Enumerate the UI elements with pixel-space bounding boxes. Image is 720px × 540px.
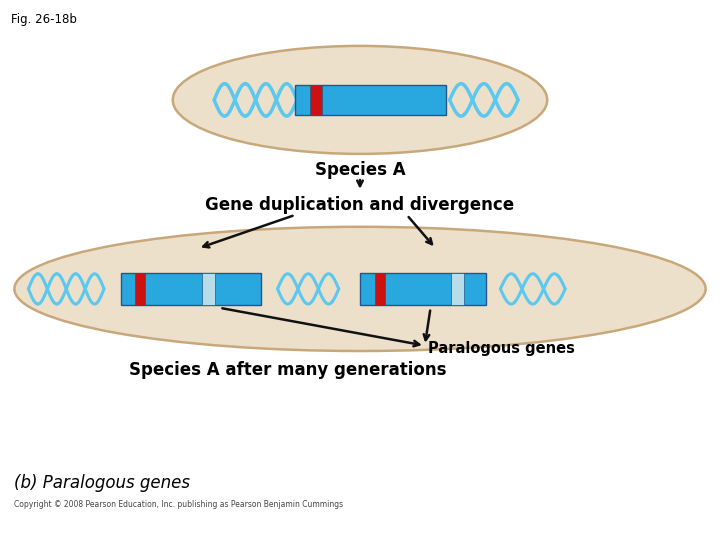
Text: Species A: Species A	[315, 161, 405, 179]
Bar	[451, 273, 464, 305]
Ellipse shape	[173, 46, 547, 154]
Bar	[295, 84, 446, 116]
Text: Gene duplication and divergence: Gene duplication and divergence	[205, 196, 515, 214]
Ellipse shape	[14, 227, 706, 351]
Text: Paralogous genes: Paralogous genes	[428, 341, 575, 356]
Bar	[310, 84, 323, 116]
Bar	[360, 273, 487, 305]
Text: Species A after many generations: Species A after many generations	[130, 361, 446, 379]
Text: Fig. 26-18b: Fig. 26-18b	[11, 14, 76, 26]
Bar	[135, 273, 145, 305]
Text: (b) Paralogous genes: (b) Paralogous genes	[14, 474, 190, 492]
Bar	[121, 273, 261, 305]
Bar	[202, 273, 215, 305]
Bar	[376, 273, 385, 305]
Text: Copyright © 2008 Pearson Education, Inc. publishing as Pearson Benjamin Cummings: Copyright © 2008 Pearson Education, Inc.…	[14, 501, 343, 509]
